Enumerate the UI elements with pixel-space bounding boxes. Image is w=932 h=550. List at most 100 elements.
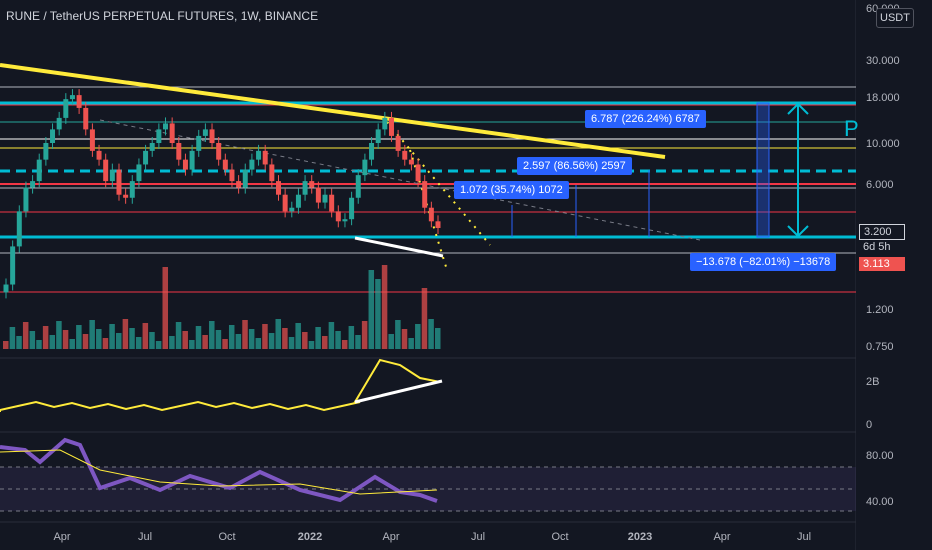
volume-bar bbox=[182, 331, 188, 349]
candle-body bbox=[189, 150, 195, 170]
volume-bar bbox=[375, 279, 381, 349]
time-tick-label: Apr bbox=[713, 531, 730, 543]
candle-body bbox=[69, 95, 75, 100]
time-tick-label: 2022 bbox=[298, 531, 322, 543]
candle-body bbox=[355, 175, 361, 198]
candle-body bbox=[30, 181, 36, 188]
volume-bar bbox=[248, 329, 255, 349]
candle-body bbox=[322, 194, 328, 203]
candles bbox=[3, 89, 441, 299]
volume-bar bbox=[242, 320, 248, 349]
volume-bar bbox=[169, 336, 175, 349]
candle-body bbox=[89, 129, 95, 151]
candle-body bbox=[236, 181, 242, 188]
partial-text-label: P bbox=[844, 116, 859, 141]
volume-bar bbox=[49, 335, 56, 349]
candle-body bbox=[156, 129, 162, 143]
time-tick-label: Jul bbox=[797, 531, 811, 543]
candle-body bbox=[309, 181, 315, 188]
obv-line bbox=[0, 358, 441, 412]
rsi-tick-label: 80.00 bbox=[866, 450, 894, 462]
volume-bar bbox=[268, 333, 275, 349]
rsi-line bbox=[0, 437, 438, 503]
volume-bar bbox=[3, 341, 9, 349]
candle-body bbox=[408, 159, 414, 165]
candle-body bbox=[216, 143, 222, 160]
axis-background bbox=[856, 0, 932, 550]
measure-label-2: 2.597 (86.56%) 2597 bbox=[517, 157, 632, 175]
volume-bar bbox=[115, 333, 122, 349]
time-tick-label: Jul bbox=[138, 531, 152, 543]
volume-bar bbox=[328, 322, 335, 349]
volume-bar bbox=[149, 332, 155, 349]
candle-body bbox=[342, 219, 348, 222]
volume-bar bbox=[195, 326, 202, 349]
volume-bar bbox=[189, 340, 195, 349]
obv-trendline bbox=[354, 379, 443, 404]
candle-body bbox=[275, 181, 281, 195]
volume-bar bbox=[348, 326, 355, 349]
volume-bar bbox=[142, 323, 149, 349]
volume-bar bbox=[355, 335, 361, 349]
volume-bar bbox=[82, 334, 89, 349]
trendlines bbox=[0, 63, 701, 271]
volume-bar bbox=[109, 324, 115, 349]
volume-bar bbox=[282, 328, 288, 349]
volume-bar bbox=[322, 336, 328, 349]
dotted-projection-2 bbox=[409, 149, 448, 271]
volume-bar bbox=[255, 338, 262, 349]
candle-body bbox=[335, 211, 341, 222]
candle-body bbox=[202, 129, 208, 136]
candle-body bbox=[249, 159, 255, 170]
volume-bar bbox=[175, 322, 182, 349]
candle-body bbox=[16, 211, 22, 247]
support-trendline bbox=[354, 236, 444, 258]
price-tick-label: 1.200 bbox=[866, 304, 894, 316]
volume-bar bbox=[235, 334, 242, 349]
volume-bar bbox=[56, 321, 62, 349]
volume-bar bbox=[69, 339, 75, 349]
candle-body bbox=[136, 164, 142, 182]
candle-body bbox=[76, 95, 82, 108]
price-tick-label: 6.000 bbox=[866, 179, 894, 191]
candle-body bbox=[50, 129, 56, 143]
volume-bar bbox=[288, 337, 295, 349]
candle-body bbox=[242, 169, 248, 188]
volume-bars bbox=[3, 265, 441, 349]
candle-body bbox=[56, 117, 62, 130]
volume-bar bbox=[228, 325, 235, 349]
currency-button[interactable]: USDT bbox=[876, 8, 914, 28]
rsi-panel bbox=[0, 437, 856, 512]
dotted-projection bbox=[386, 121, 491, 246]
volume-bar bbox=[29, 331, 36, 349]
candle-body bbox=[395, 135, 401, 151]
candle-body bbox=[415, 164, 421, 182]
volume-bar bbox=[135, 337, 142, 349]
volume-bar bbox=[275, 319, 281, 349]
volume-bar bbox=[401, 329, 408, 349]
volume-bar bbox=[162, 267, 169, 349]
volume-bar bbox=[381, 265, 388, 349]
candle-body bbox=[369, 143, 375, 160]
candle-body bbox=[229, 169, 235, 182]
volume-bar bbox=[295, 323, 301, 349]
candle-body bbox=[196, 135, 202, 151]
volume-bar bbox=[388, 334, 394, 349]
candle-body bbox=[123, 194, 129, 198]
volume-bar bbox=[341, 340, 348, 349]
time-tick-label: Apr bbox=[382, 531, 399, 543]
volume-bar bbox=[215, 330, 222, 349]
candle-body bbox=[262, 150, 268, 165]
candle-body bbox=[375, 129, 381, 143]
volume-bar bbox=[428, 319, 434, 349]
volume-bar bbox=[262, 324, 268, 349]
candle-body bbox=[222, 159, 228, 170]
volume-bar bbox=[76, 325, 82, 349]
candle-body bbox=[96, 150, 102, 160]
volume-bar bbox=[129, 328, 135, 349]
candle-body bbox=[315, 187, 321, 203]
volume-bar bbox=[122, 319, 129, 349]
candle-body bbox=[36, 159, 42, 182]
candle-body bbox=[295, 194, 301, 208]
